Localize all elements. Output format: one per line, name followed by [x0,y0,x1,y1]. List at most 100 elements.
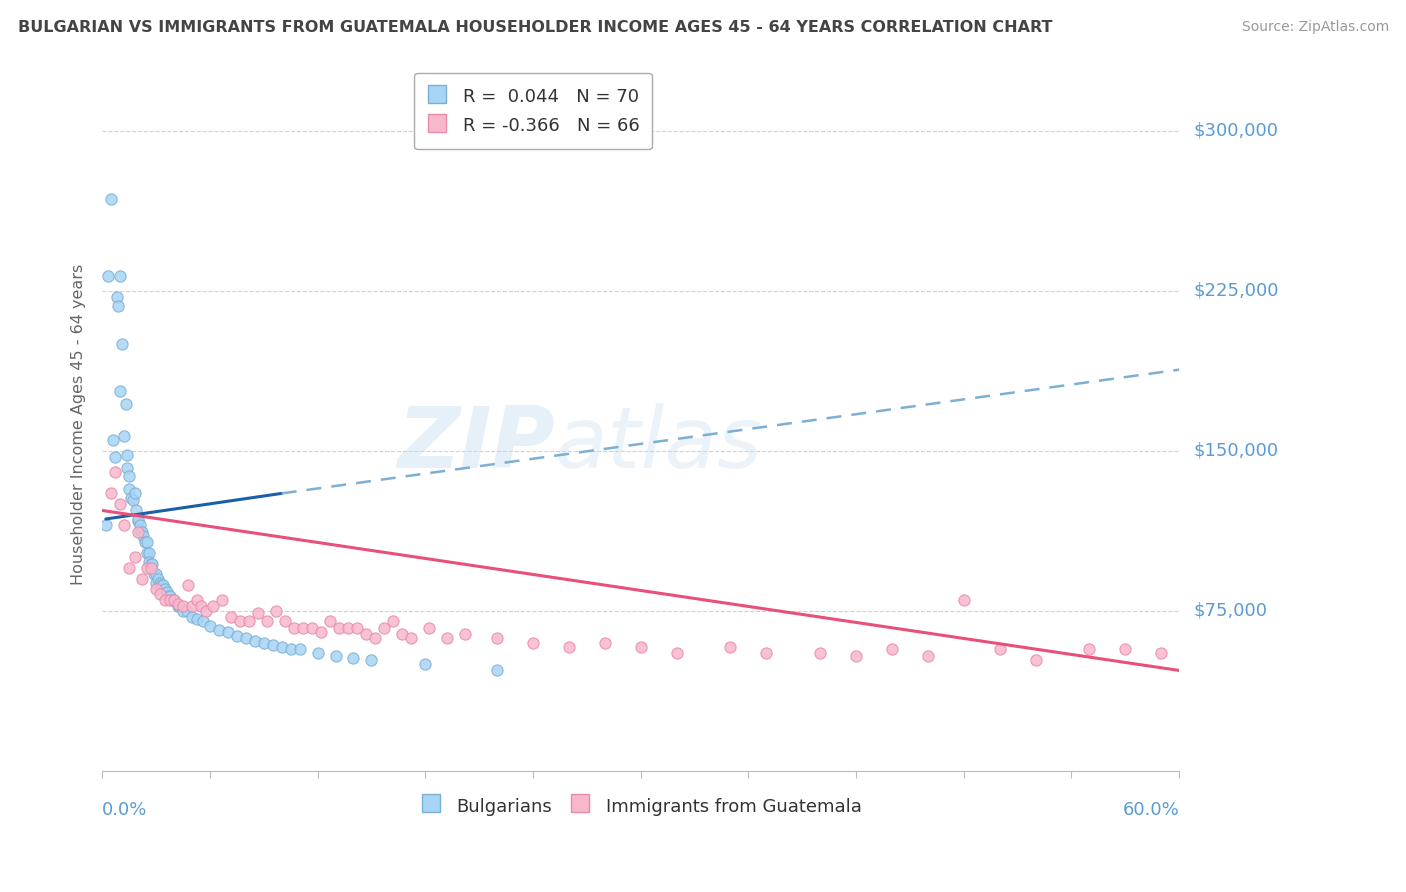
Point [131,524,153,539]
Text: $150,000: $150,000 [1194,442,1278,459]
Point [172,599,194,614]
Point [153,593,176,607]
Point [136,546,159,560]
Point [225,629,247,643]
Point [270,640,292,654]
Point [152,578,174,592]
Point [288,642,311,657]
Point [127,524,149,539]
Text: 0.0%: 0.0% [103,801,148,819]
Point [160,593,183,607]
Point [94,518,117,533]
Point [266,604,288,618]
Point [1114,642,1136,657]
Point [132,529,155,543]
Point [342,650,364,665]
Point [101,433,124,447]
Point [108,497,131,511]
Point [150,578,173,592]
Point [337,621,360,635]
Point [177,578,200,592]
Point [169,599,191,614]
Point [125,503,148,517]
Point [558,640,581,654]
Point [139,557,162,571]
Point [208,623,231,637]
Point [157,589,180,603]
Point [145,576,167,591]
Point [127,514,149,528]
Point [111,337,134,351]
Text: Source: ZipAtlas.com: Source: ZipAtlas.com [1241,20,1389,34]
Y-axis label: Householder Income Ages 45 - 64 years: Householder Income Ages 45 - 64 years [72,263,86,584]
Point [145,567,167,582]
Point [145,582,167,597]
Text: $225,000: $225,000 [1194,282,1278,300]
Point [136,535,159,549]
Point [139,561,162,575]
Point [360,653,382,667]
Point [486,664,509,678]
Text: ZIP: ZIP [396,403,554,486]
Point [454,627,477,641]
Point [917,648,939,663]
Point [118,482,141,496]
Point [301,621,323,635]
Point [127,512,149,526]
Point [100,486,122,500]
Point [195,604,218,618]
Point [718,640,741,654]
Point [253,636,276,650]
Legend: Bulgarians, Immigrants from Guatemala: Bulgarians, Immigrants from Guatemala [412,788,869,824]
Point [202,599,225,614]
Point [952,593,974,607]
Point [211,593,233,607]
Point [1025,653,1047,667]
Point [307,646,329,660]
Point [149,576,172,591]
Point [146,572,169,586]
Point [138,555,160,569]
Point [104,450,127,464]
Point [100,192,122,206]
Point [129,523,152,537]
Point [256,615,278,629]
Point [319,615,342,629]
Point [153,582,176,597]
Point [104,465,127,479]
Point [1150,646,1173,660]
Point [283,621,305,635]
Point [665,646,688,660]
Point [108,268,131,283]
Text: 60.0%: 60.0% [1122,801,1180,819]
Point [190,599,212,614]
Point [328,621,350,635]
Point [131,572,153,586]
Point [280,642,302,657]
Point [112,429,135,443]
Point [418,621,440,635]
Point [522,636,544,650]
Point [138,546,160,560]
Point [121,492,143,507]
Point [198,618,221,632]
Point [399,632,422,646]
Point [141,557,163,571]
Point [166,597,188,611]
Point [107,299,129,313]
Point [373,621,395,635]
Point [163,593,186,607]
Point [880,642,903,657]
Text: BULGARIAN VS IMMIGRANTS FROM GUATEMALA HOUSEHOLDER INCOME AGES 45 - 64 YEARS COR: BULGARIAN VS IMMIGRANTS FROM GUATEMALA H… [18,20,1053,35]
Point [191,615,214,629]
Point [238,615,260,629]
Point [808,646,831,660]
Point [159,589,181,603]
Point [247,606,270,620]
Point [413,657,436,671]
Point [172,604,194,618]
Point [114,397,136,411]
Point [486,632,509,646]
Point [845,648,868,663]
Point [186,593,208,607]
